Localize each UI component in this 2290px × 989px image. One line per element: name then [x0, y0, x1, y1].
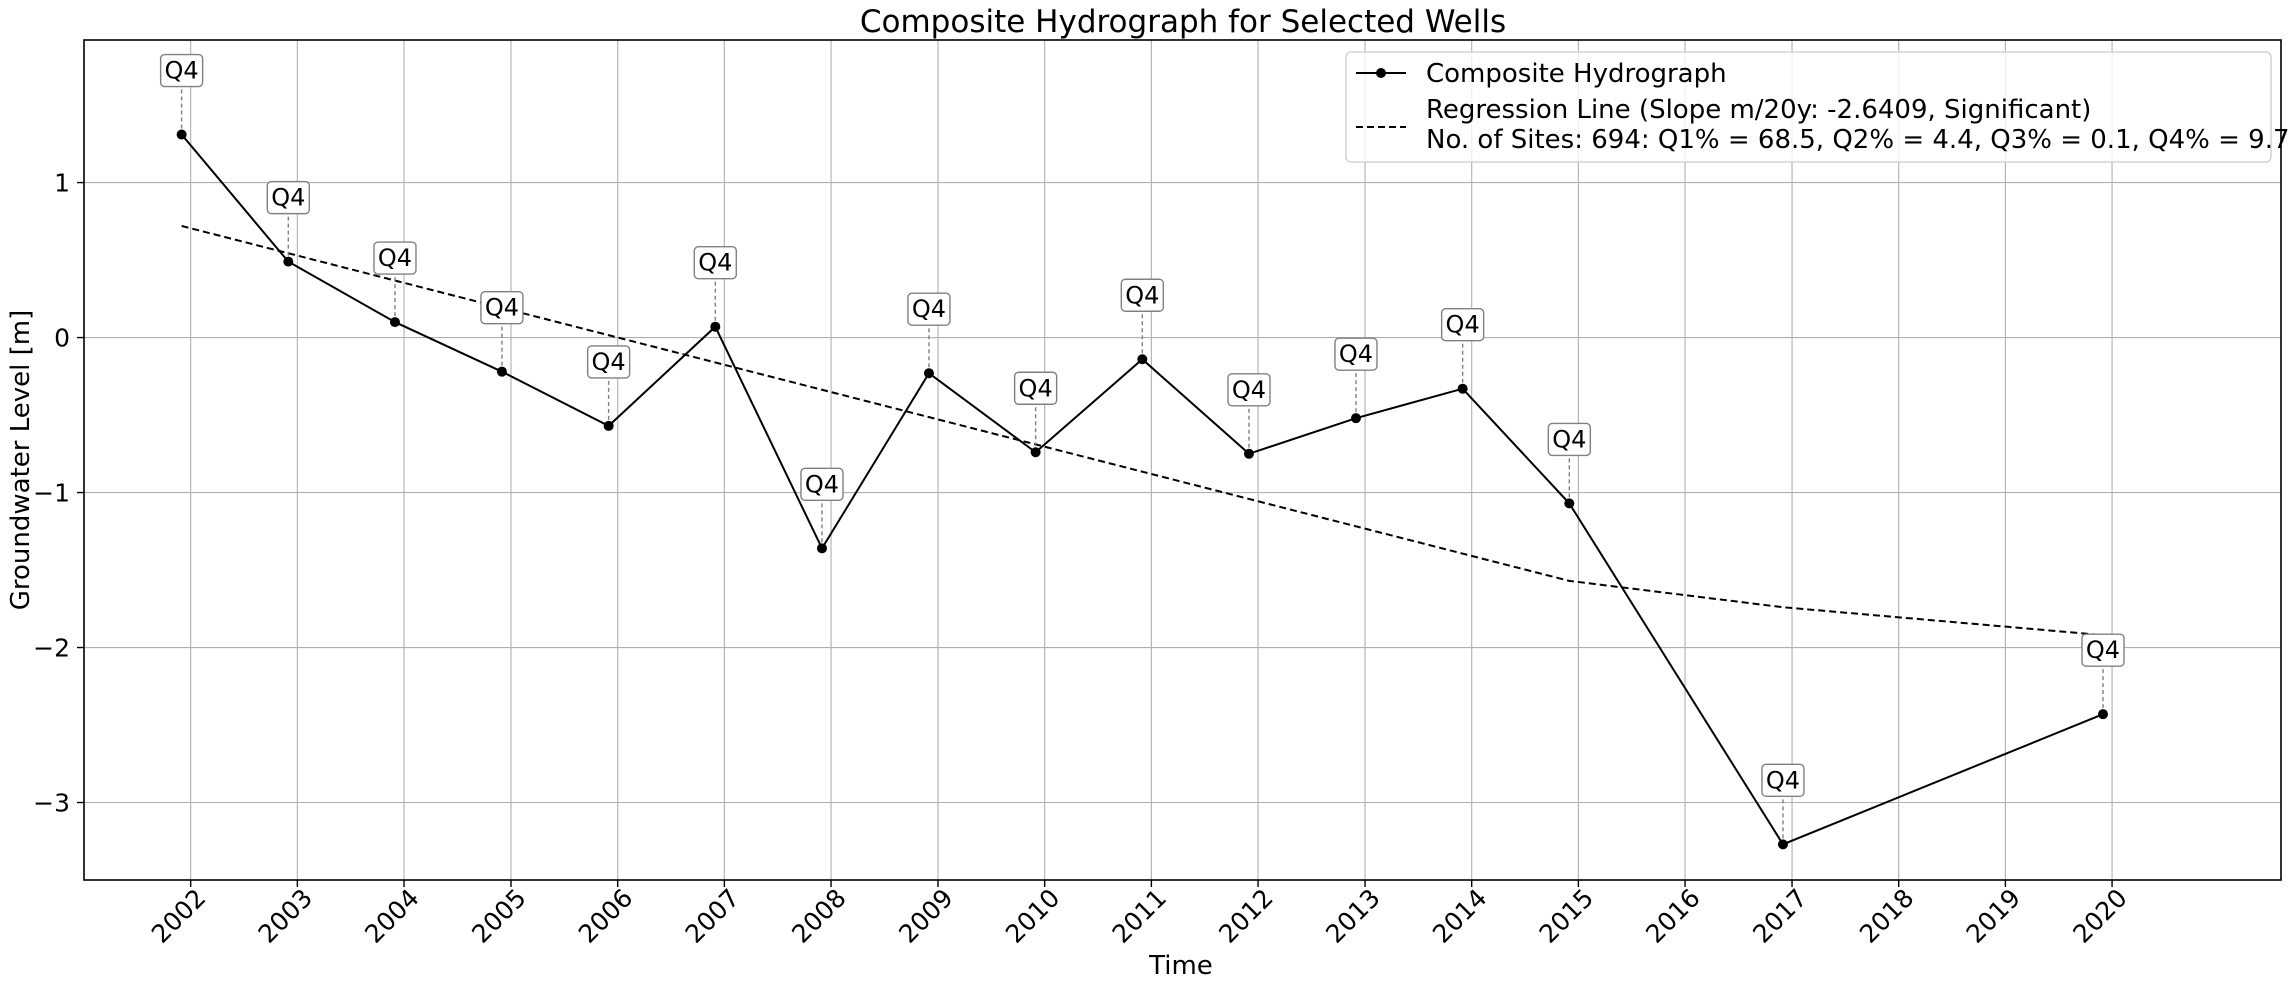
x-tick-label: 2007 — [680, 883, 745, 948]
label-stems — [180, 86, 2104, 839]
quarter-label: Q4 — [378, 244, 412, 272]
quarter-label: Q4 — [698, 249, 732, 277]
hydrograph-point — [710, 321, 721, 332]
quarter-label: Q4 — [271, 184, 305, 212]
x-axis-ticks: 2002 2003 2004 2005 2006 2007 2008 2009 2010 2011… — [146, 880, 2133, 949]
x-tick-label: 2016 — [1640, 883, 1705, 948]
hydrograph-point — [1777, 839, 1788, 850]
x-tick-label: 2014 — [1427, 883, 1492, 948]
hydrograph-point — [283, 256, 294, 267]
quarter-label-box — [1120, 278, 1165, 312]
x-tick-label: 2013 — [1320, 883, 1385, 948]
x-tick-label: 2005 — [466, 883, 531, 948]
x-axis-label: Time — [1148, 951, 1213, 981]
quarter-label: Q4 — [805, 470, 839, 498]
quarter-label-box — [1227, 373, 1271, 407]
quarter-label-box — [1013, 371, 1058, 405]
hydrograph-point — [816, 543, 827, 554]
y-tick-label: −3 — [33, 789, 70, 818]
quarter-label: Q4 — [485, 294, 519, 322]
hydrograph-point — [389, 317, 400, 328]
y-axis-ticks: 1 0 −1 −2 −3 — [33, 169, 84, 818]
hydrograph-point — [923, 368, 934, 379]
quarter-label-box — [586, 345, 631, 379]
regression-line — [181, 225, 2104, 637]
hydrograph-point — [1030, 447, 1041, 458]
legend-entry-hydrograph: Composite Hydrograph — [1426, 59, 1727, 89]
hydrograph-layer — [176, 129, 2109, 850]
x-tick-label: 2003 — [253, 883, 318, 948]
legend-box — [1345, 51, 2272, 163]
y-tick-label: 1 — [54, 169, 70, 198]
y-tick-label: −1 — [33, 479, 70, 508]
quarter-label: Q4 — [1446, 311, 1480, 339]
x-tick-label: 2008 — [786, 883, 851, 948]
quarter-label-box — [907, 292, 951, 326]
quarter-label: Q4 — [1232, 376, 1266, 404]
legend-entry-regression: Regression Line (Slope m/20y: -2.6409, S… — [1426, 95, 2091, 125]
quarter-label-box — [1334, 337, 1378, 371]
legend: Composite Hydrograph Regression Line (Sl… — [1345, 51, 2290, 163]
quarter-label: Q4 — [165, 57, 199, 85]
quarter-label: Q4 — [2086, 636, 2120, 664]
hydrograph-point — [1350, 413, 1361, 424]
x-tick-label: 2018 — [1854, 883, 1919, 948]
legend-marker-hydrograph — [1376, 68, 1386, 78]
quarter-label: Q4 — [1019, 374, 1053, 402]
hydrograph-point — [1457, 383, 1468, 394]
quarter-label-box — [373, 241, 417, 275]
hydrograph-point — [1243, 448, 1254, 459]
y-tick-label: 0 — [54, 324, 70, 353]
x-tick-label: 2004 — [359, 883, 424, 948]
x-tick-label: 2006 — [573, 883, 638, 948]
x-tick-label: 2002 — [146, 883, 211, 948]
quarter-label-box — [1761, 763, 1805, 798]
hydrograph-point — [603, 420, 614, 431]
y-axis-label: Groundwater Level [m] — [6, 310, 36, 611]
x-tick-label: 2019 — [1961, 883, 2026, 948]
x-tick-label: 2009 — [893, 883, 958, 948]
quarter-label-box — [693, 246, 738, 280]
regression-layer — [181, 225, 2104, 637]
x-tick-label: 2010 — [1000, 883, 1065, 948]
x-tick-label: 2017 — [1747, 883, 1812, 948]
quarter-label: Q4 — [1125, 281, 1159, 309]
quarter-label: Q4 — [1766, 766, 1800, 794]
quarter-label: Q4 — [1552, 425, 1586, 453]
x-tick-label: 2015 — [1534, 883, 1599, 948]
chart-title: Composite Hydrograph for Selected Wells — [860, 4, 1506, 40]
x-tick-label: 2020 — [2067, 883, 2132, 948]
grid-lines — [84, 40, 2281, 880]
quarter-labels: Q4 Q4 Q4 Q4 Q4 Q4 Q4 Q4 Q4 Q4 Q4 Q4 Q4 Q4 Q4 Q4 — [159, 53, 2125, 798]
quarter-label: Q4 — [912, 295, 946, 323]
quarter-label-box — [159, 53, 204, 88]
quarter-label-box — [1440, 308, 1485, 342]
hydrograph-point — [176, 129, 187, 140]
x-tick-label: 2012 — [1213, 883, 1278, 948]
hydrograph-point — [496, 366, 507, 377]
hydrograph-line — [180, 133, 2104, 846]
hydrograph-point — [1137, 354, 1148, 365]
plot-frame — [83, 39, 2282, 881]
legend-entry-sites: No. of Sites: 694: Q1% = 68.5, Q2% = 4.4… — [1426, 125, 2290, 155]
quarter-label-box — [1547, 422, 1592, 457]
quarter-label: Q4 — [592, 348, 626, 376]
quarter-label-box — [800, 467, 844, 502]
hydrograph-point — [2098, 709, 2109, 720]
quarter-label-box — [266, 180, 310, 215]
quarter-label-box — [2081, 633, 2125, 667]
quarter-label-box — [480, 290, 524, 325]
hydrograph-point — [1564, 498, 1575, 509]
y-tick-label: −2 — [33, 634, 70, 663]
x-tick-label: 2011 — [1107, 883, 1172, 948]
quarter-label: Q4 — [1339, 340, 1373, 368]
